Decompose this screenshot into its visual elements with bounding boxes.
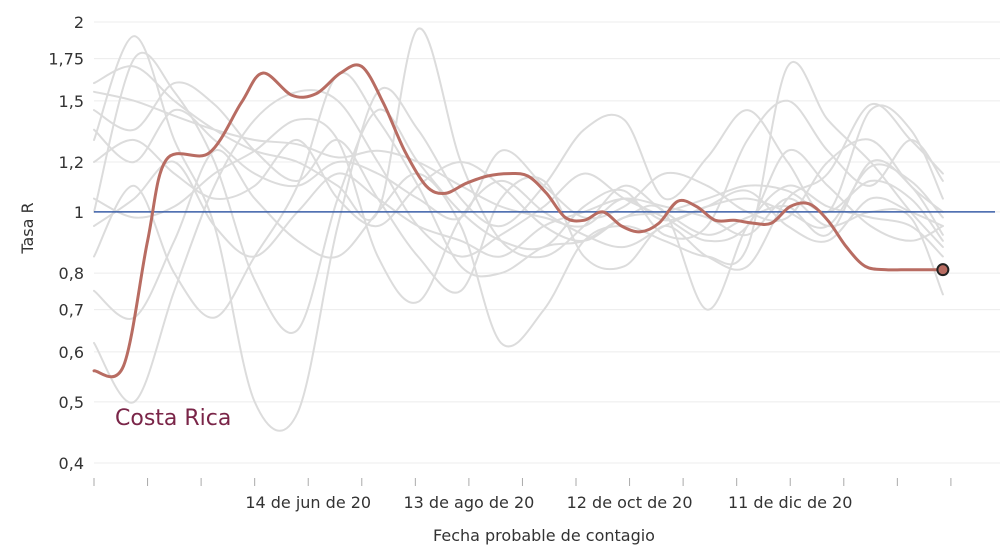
x-tick-label: 13 de ago de 20	[403, 493, 534, 512]
y-tick-label: 2	[74, 13, 84, 32]
y-tick-label: 0,5	[59, 393, 84, 412]
comparison-series-line	[93, 138, 944, 311]
y-axis-ticks: 0,4 0,5 0,6 0,7 0,8 1 1,2 1,5 1,75 2	[48, 13, 84, 473]
comparison-series-line	[93, 51, 944, 334]
y-tick-label: 0,8	[59, 264, 84, 283]
comparison-series-lines	[93, 27, 944, 432]
x-tick-label: 14 de jun de 20	[245, 493, 371, 512]
highlight-series-group	[92, 63, 950, 379]
y-tick-label: 0,4	[59, 454, 84, 473]
x-tick-label: 11 de dic de 20	[728, 493, 852, 512]
comparison-series-line	[93, 81, 944, 294]
x-axis: 14 de jun de 20 13 de ago de 20 12 de oct …	[93, 478, 952, 512]
comparison-series-line	[93, 117, 944, 304]
comparison-series-line	[93, 90, 944, 229]
y-tick-label: 1,5	[59, 92, 84, 111]
comparison-series-line	[93, 108, 944, 222]
y-tick-label: 1	[74, 203, 84, 222]
comparison-series-line	[93, 89, 944, 404]
comparison-series-line	[93, 71, 944, 319]
y-tick-label: 1,2	[59, 153, 84, 172]
y-tick-label: 1,75	[48, 50, 84, 69]
y-axis-title: Tasa R	[18, 202, 37, 254]
comparison-series-line	[93, 61, 944, 348]
comparison-series-line	[93, 160, 944, 296]
costa-rica-last-point	[936, 263, 950, 277]
costa-rica-annotation: Costa Rica	[115, 406, 231, 431]
comparison-series-line	[93, 35, 944, 432]
comparison-series-line	[93, 27, 944, 259]
x-tick-label: 12 de oct de 20	[567, 493, 693, 512]
costa-rica-line	[92, 63, 945, 379]
x-axis-title: Fecha probable de contagio	[433, 526, 655, 545]
y-tick-label: 0,7	[59, 301, 84, 320]
y-tick-label: 0,6	[59, 343, 84, 362]
